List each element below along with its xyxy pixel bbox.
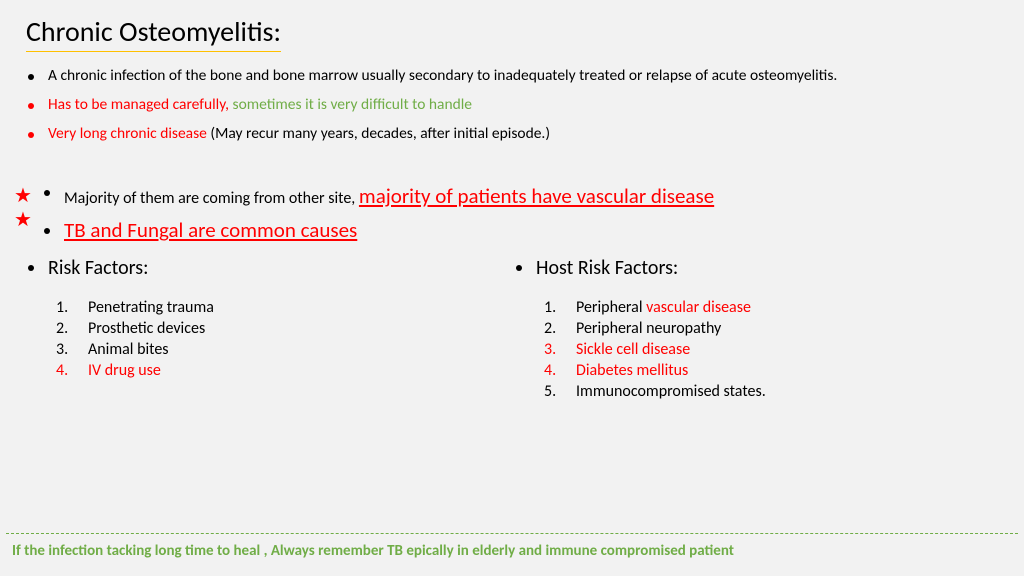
text-span: Very long chronic disease: [48, 124, 207, 143]
bullet-dot: [44, 190, 50, 196]
host-risk-column: Host Risk Factors: 1.Peripheral vascular…: [516, 256, 1004, 403]
list-number: 2.: [544, 319, 576, 338]
list-number: 3.: [544, 340, 576, 359]
bullet-item: Has to be managed carefully, sometimes i…: [28, 95, 1004, 116]
text-span: (May recur many years, decades, after in…: [207, 124, 550, 143]
text-span: majority of patients have vascular disea…: [359, 183, 714, 209]
list-item: 4.IV drug use: [56, 361, 516, 380]
list-item: 2.Peripheral neuropathy: [544, 319, 1004, 338]
bullet-item: Majority of them are coming from other s…: [40, 182, 1004, 210]
list-item: 4.Diabetes mellitus: [544, 361, 1004, 380]
text-span: Peripheral: [576, 298, 646, 317]
bullet-item: TB and Fungal are common causes: [40, 216, 1004, 244]
bullet-text: Very long chronic disease (May recur man…: [48, 124, 550, 145]
list-item: 3.Animal bites: [56, 340, 516, 359]
list-text: Immunocompromised states.: [576, 382, 766, 401]
star-icon: ★: [14, 186, 32, 206]
risk-factors-column: Risk Factors: 1.Penetrating trauma 2.Pro…: [28, 256, 516, 403]
bullet-dot: [28, 265, 34, 271]
list-number: 1.: [56, 298, 88, 317]
list-item: 2.Prosthetic devices: [56, 319, 516, 338]
text-span: TB and Fungal are common causes: [64, 217, 357, 243]
bullet-dot: [28, 132, 34, 138]
list-number: 2.: [56, 319, 88, 338]
list-text: Diabetes mellitus: [576, 361, 688, 380]
bullet-item: Very long chronic disease (May recur man…: [28, 124, 1004, 145]
column-header: Risk Factors:: [28, 256, 516, 280]
list-number: 3.: [56, 340, 88, 359]
list-number: 4.: [544, 361, 576, 380]
host-list: 1.Peripheral vascular disease 2.Peripher…: [516, 298, 1004, 401]
column-title: Host Risk Factors:: [536, 256, 678, 280]
columns-container: Risk Factors: 1.Penetrating trauma 2.Pro…: [28, 256, 1004, 403]
column-title: Risk Factors:: [48, 256, 148, 280]
list-text: Sickle cell disease: [576, 340, 690, 359]
list-number: 4.: [56, 361, 88, 380]
bullet-dot: [28, 74, 34, 80]
list-text: Peripheral vascular disease: [576, 298, 751, 317]
list-text: Prosthetic devices: [88, 319, 205, 338]
text-span: ,: [225, 95, 232, 114]
star-icon: ★: [14, 210, 32, 230]
list-item: 1.Penetrating trauma: [56, 298, 516, 317]
risk-list: 1.Penetrating trauma 2.Prosthetic device…: [28, 298, 516, 380]
column-header: Host Risk Factors:: [516, 256, 1004, 280]
list-text: Animal bites: [88, 340, 169, 359]
bullet-text: Has to be managed carefully, sometimes i…: [48, 95, 472, 116]
list-item: 5.Immunocompromised states.: [544, 382, 1004, 401]
bullet-item: A chronic infection of the bone and bone…: [28, 66, 1004, 87]
bullet-text: A chronic infection of the bone and bone…: [48, 66, 837, 87]
text-span: sometimes it is very difficult to handle: [233, 95, 473, 114]
list-number: 1.: [544, 298, 576, 317]
main-bullet-list: A chronic infection of the bone and bone…: [28, 66, 1004, 153]
bullet-dot: [516, 265, 522, 271]
starred-bullets: Majority of them are coming from other s…: [40, 182, 1004, 253]
text-span: vascular disease: [646, 298, 751, 317]
slide-title: Chronic Osteomyelitis:: [26, 14, 281, 52]
list-text: Peripheral neuropathy: [576, 319, 721, 338]
list-text: Penetrating trauma: [88, 298, 214, 317]
footer-note: If the infection tacking long time to he…: [12, 542, 734, 560]
list-item: 1.Peripheral vascular disease: [544, 298, 1004, 317]
text-span: Has to be managed carefully: [48, 95, 225, 114]
bullet-dot: [28, 103, 34, 109]
list-item: 3.Sickle cell disease: [544, 340, 1004, 359]
bullet-text: TB and Fungal are common causes: [64, 216, 357, 244]
bullet-dot: [44, 228, 50, 234]
bullet-text: Majority of them are coming from other s…: [64, 182, 714, 210]
list-text: IV drug use: [88, 361, 161, 380]
footer-divider: [6, 533, 1018, 534]
list-number: 5.: [544, 382, 576, 401]
text-span: Majority of them are coming from other s…: [64, 189, 359, 208]
